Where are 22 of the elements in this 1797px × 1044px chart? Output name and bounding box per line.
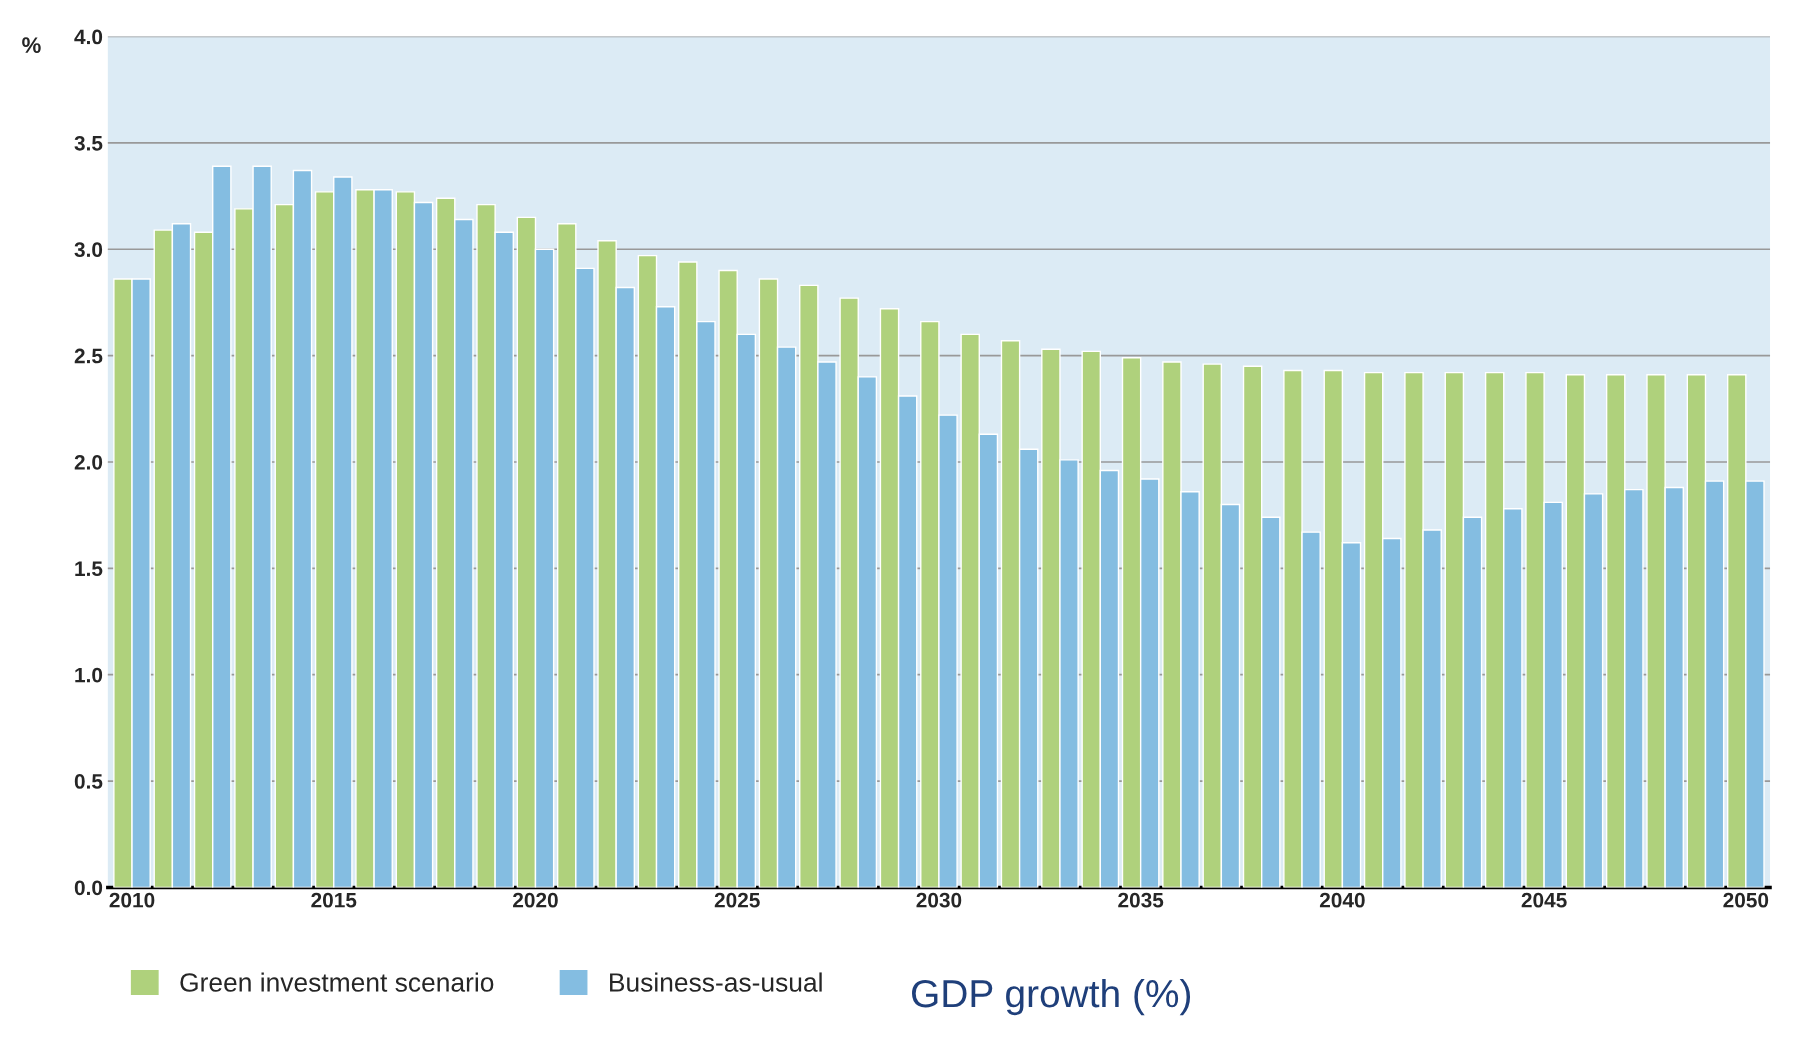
y-tick-label: 4.0: [74, 29, 103, 45]
x-tick-label: 2045: [1521, 892, 1567, 908]
y-tick-label: 2.0: [74, 454, 103, 470]
y-tick-label: 0.5: [74, 774, 103, 789]
x-tick-label: 2020: [513, 892, 558, 908]
legend-label: Green investment scenario: [180, 972, 494, 992]
x-tick-label: 2035: [1118, 892, 1164, 908]
y-tick-label: 3.0: [74, 242, 103, 258]
y-tick-label: 2.5: [74, 348, 103, 364]
y-tick-label: 1.5: [75, 561, 103, 577]
y-tick-label: 1.0: [75, 667, 103, 683]
text: GDP growth (%): [912, 978, 1191, 1016]
x-tick-label: 2025: [714, 892, 760, 908]
x-tick-label: 2050: [1723, 892, 1769, 908]
y-tick-label: 0.0: [74, 880, 103, 896]
x-tick-label: 2030: [916, 892, 962, 908]
x-tick-label: 2010: [109, 892, 155, 908]
y-axis-title: %: [22, 37, 41, 53]
legend-label: Business-as-usual: [610, 972, 822, 992]
y-tick-label: 3.5: [74, 135, 103, 151]
x-tick-label: 2040: [1319, 892, 1365, 908]
x-tick-label: 2015: [311, 892, 357, 908]
